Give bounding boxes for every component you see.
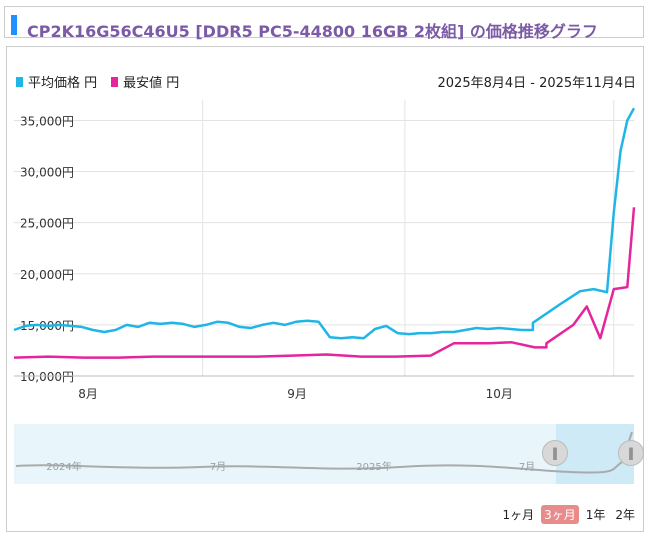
y-tick-label: 20,000円 [20, 268, 74, 282]
navigator-label: 2024年 [46, 460, 81, 473]
legend-item-lowest[interactable]: 最安値 円 [111, 72, 179, 91]
y-tick-label: 25,000円 [20, 217, 74, 231]
navigator-label: 7月 [519, 461, 535, 473]
x-tick-label: 9月 [287, 387, 307, 401]
series-line-average [13, 107, 636, 340]
legend-item-average[interactable]: 平均価格 円 [16, 72, 97, 91]
y-tick-label: 35,000円 [20, 114, 74, 128]
legend: 平均価格 円 最安値 円 [16, 72, 193, 91]
range-button-3m[interactable]: 3ヶ月 [541, 505, 579, 524]
x-tick-label: 8月 [78, 387, 98, 401]
range-selector: 1ヶ月 3ヶ月 1年 2年 [499, 505, 638, 524]
navigator-background [14, 424, 634, 484]
chart-title: CP2K16G56C46U5 [DDR5 PC5-44800 16GB 2枚組]… [27, 22, 598, 41]
legend-label-lowest: 最安値 円 [123, 76, 180, 91]
range-button-1m[interactable]: 1ヶ月 [502, 508, 535, 522]
range-button-2y[interactable]: 2年 [615, 508, 635, 522]
y-tick-label: 30,000円 [20, 166, 74, 180]
navigator-left-handle[interactable]: ‖ [542, 440, 568, 466]
legend-label-average: 平均価格 円 [28, 76, 98, 91]
x-tick-label: 10月 [486, 387, 513, 401]
y-tick-label: 10,000円 [20, 370, 74, 384]
legend-swatch-lowest [111, 76, 119, 87]
navigator-series-line [15, 431, 633, 474]
date-range-label: 2025年8月4日 - 2025年11月4日 [437, 76, 636, 91]
navigator-label: 7月 [210, 461, 226, 473]
navigator-right-handle[interactable]: ‖ [618, 440, 644, 466]
title-accent-bar [11, 15, 17, 35]
chart-title-bar: CP2K16G56C46U5 [DDR5 PC5-44800 16GB 2枚組]… [4, 6, 644, 41]
range-button-1y[interactable]: 1年 [585, 508, 606, 522]
navigator-label: 2025年 [356, 460, 391, 473]
legend-swatch-average [16, 76, 23, 87]
series-line-lowest [13, 207, 636, 359]
